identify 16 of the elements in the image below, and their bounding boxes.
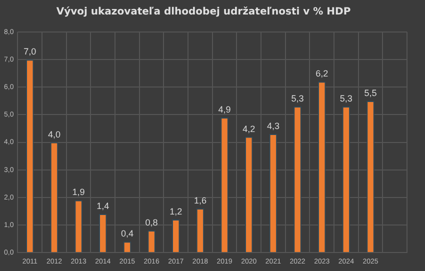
data-label: 7,0 [24,46,36,57]
data-label: 1,6 [194,195,206,206]
data-label: 5,5 [364,88,377,98]
data-label: 6,2 [316,68,328,79]
data-label: 1,2 [170,206,182,216]
data-label: 4,0 [48,129,60,140]
data-label: 1,9 [72,187,85,198]
chart-title: Vývoj ukazovateľa dlhodobej udržateľnosti v % HDP [56,6,351,18]
data-label: 1,4 [96,200,110,211]
data-label: 0,4 [120,228,134,239]
data-label: 0,8 [145,218,158,228]
data-label: 4,3 [266,121,280,132]
data-label: 5,3 [291,93,304,104]
data-label: 4,9 [218,104,231,114]
data-label: 5,3 [340,93,352,104]
data-label: 4,2 [242,124,256,134]
